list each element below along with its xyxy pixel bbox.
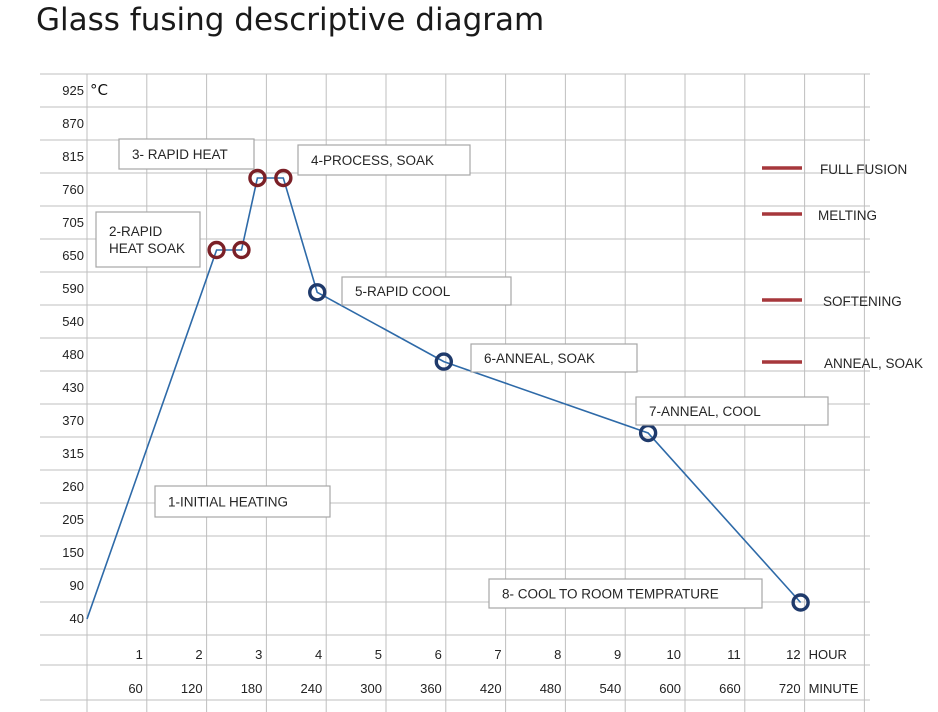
minute-tick-label: 480 [540, 681, 562, 696]
annotation-label: 6-ANNEAL, SOAK [484, 351, 595, 366]
hour-tick-label: 3 [255, 647, 262, 662]
minute-tick-label: 600 [659, 681, 681, 696]
data-point-marker [791, 593, 810, 612]
y-tick-label: 540 [62, 314, 84, 329]
annotation-label: 8- COOL TO ROOM TEMPRATURE [502, 587, 719, 602]
minute-tick-label: 120 [181, 681, 203, 696]
annotation-box [488, 578, 763, 609]
y-tick-label: 315 [62, 446, 84, 461]
stage-annotation: 8- COOL TO ROOM TEMPRATURE [488, 578, 763, 609]
minute-tick-label: 180 [241, 681, 263, 696]
annotation-box [341, 276, 512, 306]
data-point-marker [274, 168, 293, 188]
annotation-label: 5-RAPID COOL [355, 284, 451, 299]
legend-label: SOFTENING [823, 294, 902, 309]
stage-annotation: 4-PROCESS, SOAK [297, 144, 471, 176]
hour-tick-label: 11 [727, 647, 741, 662]
hour-tick-label: 2 [195, 647, 202, 662]
stage-annotation: 2-RAPID HEAT SOAK [95, 211, 201, 268]
legend-entry: FULL FUSION [762, 162, 907, 177]
annotation-box [297, 144, 471, 176]
data-point-marker [434, 352, 454, 371]
y-tick-label: 925 [62, 83, 84, 98]
minute-unit-label: MINUTE [809, 681, 859, 696]
y-tick-label: 590 [62, 281, 84, 296]
axes: 9258708157607056505905404804303703152602… [62, 81, 858, 696]
stage-annotations: 3- RAPID HEAT 4-PROCESS, SOAK 2-RAPID HEAT … [95, 138, 829, 609]
annotation-label: 4-PROCESS, SOAK [311, 153, 434, 168]
legend-label: MELTING [818, 208, 877, 223]
stage-annotation: 3- RAPID HEAT [118, 138, 255, 170]
y-tick-label: 205 [62, 512, 84, 527]
hour-tick-label: 10 [667, 647, 681, 662]
legend-label: ANNEAL, SOAK [824, 356, 923, 371]
y-tick-label: 815 [62, 149, 84, 164]
hour-tick-label: 12 [786, 647, 800, 662]
minute-tick-label: 540 [599, 681, 621, 696]
stage-annotation: 1-INITIAL HEATING [154, 485, 331, 518]
minute-tick-label: 420 [480, 681, 502, 696]
stage-annotation: 6-ANNEAL, SOAK [470, 343, 638, 373]
y-unit-label: °C [90, 81, 108, 99]
y-tick-label: 40 [70, 611, 84, 626]
y-tick-label: 705 [62, 215, 84, 230]
y-tick-label: 430 [62, 380, 84, 395]
hour-tick-label: 4 [315, 647, 322, 662]
data-point-marker [248, 168, 267, 188]
annotation-label: 7-ANNEAL, COOL [649, 404, 761, 419]
minute-tick-label: 660 [719, 681, 741, 696]
y-tick-label: 150 [62, 545, 84, 560]
annotation-label: 3- RAPID HEAT [132, 147, 228, 162]
legend: FULL FUSION MELTING SOFTENING ANNEAL, SOAK [762, 162, 923, 371]
hour-tick-label: 6 [435, 647, 442, 662]
segment-markers [207, 168, 810, 612]
minute-tick-label: 60 [128, 681, 142, 696]
hour-tick-label: 8 [554, 647, 561, 662]
data-point-marker [308, 283, 327, 302]
annotation-box [95, 211, 201, 268]
legend-entry: SOFTENING [762, 294, 902, 309]
annotation-label: HEAT SOAK [109, 241, 185, 256]
y-tick-label: 90 [70, 578, 84, 593]
minute-tick-label: 360 [420, 681, 442, 696]
stage-annotation: 7-ANNEAL, COOL [635, 396, 829, 426]
annotation-label: 1-INITIAL HEATING [168, 495, 288, 510]
annotation-box [470, 343, 638, 373]
y-tick-label: 480 [62, 347, 84, 362]
y-tick-label: 650 [62, 248, 84, 263]
y-tick-label: 760 [62, 182, 84, 197]
annotation-box [635, 396, 829, 426]
hour-tick-label: 1 [136, 647, 143, 662]
legend-entry: MELTING [762, 208, 877, 223]
hour-unit-label: HOUR [809, 647, 847, 662]
annotation-box [154, 485, 331, 518]
minute-tick-label: 720 [779, 681, 801, 696]
y-tick-label: 870 [62, 116, 84, 131]
annotation-label: 2-RAPID [109, 224, 163, 239]
y-tick-label: 370 [62, 413, 84, 428]
data-point-marker [207, 240, 226, 260]
minute-tick-label: 240 [300, 681, 322, 696]
data-point-marker [232, 240, 251, 260]
hour-tick-label: 5 [375, 647, 382, 662]
hour-tick-label: 9 [614, 647, 621, 662]
stage-annotation: 5-RAPID COOL [341, 276, 512, 306]
legend-entry: ANNEAL, SOAK [762, 356, 923, 371]
minute-tick-label: 300 [360, 681, 382, 696]
chart-title: Glass fusing descriptive diagram [36, 2, 545, 38]
legend-label: FULL FUSION [820, 162, 907, 177]
y-tick-label: 260 [62, 479, 84, 494]
annotation-box [118, 138, 255, 170]
hour-tick-label: 7 [494, 647, 501, 662]
grid [40, 73, 870, 712]
